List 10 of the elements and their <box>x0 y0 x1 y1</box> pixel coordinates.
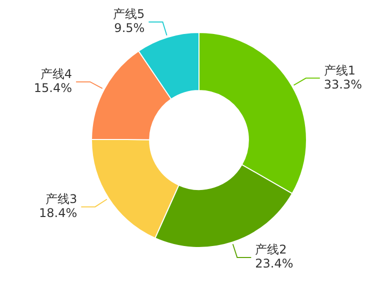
data-label: 23.4% <box>255 256 294 271</box>
slice-label: 产线3 <box>46 192 78 206</box>
slice-label: 产线5 <box>113 7 145 22</box>
data-label: 9.5% <box>114 21 145 36</box>
data-label: 15.4% <box>34 80 72 95</box>
slice-label: 产线1 <box>324 63 356 78</box>
data-label: 33.3% <box>324 77 362 92</box>
data-label: 18.4% <box>39 206 78 220</box>
slice-label: 产线2 <box>255 242 287 257</box>
slice-label: 产线4 <box>40 66 72 81</box>
